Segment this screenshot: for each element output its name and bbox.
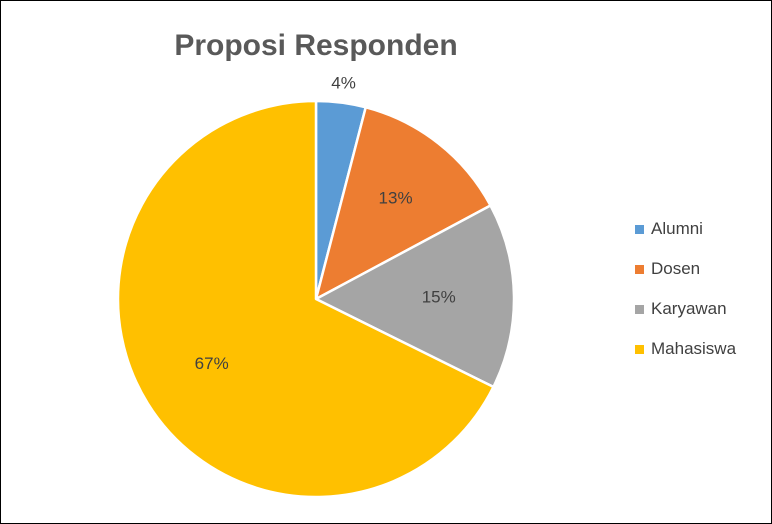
- data-labels: 4% 13% 15% 67%: [195, 73, 456, 373]
- data-label-mahasiswa: 67%: [195, 354, 229, 373]
- pie-slice-karyawan: [314, 204, 516, 389]
- legend-item-alumni: Alumni: [635, 219, 736, 239]
- legend: Alumni Dosen Karyawan Mahasiswa: [635, 219, 736, 379]
- legend-swatch-dosen: [635, 264, 644, 274]
- pie-slices: [116, 99, 516, 499]
- legend-swatch-karyawan: [635, 304, 644, 314]
- legend-label-karyawan: Karyawan: [651, 299, 727, 318]
- legend-label-alumni: Alumni: [651, 219, 703, 238]
- data-label-alumni: 4%: [331, 73, 356, 92]
- data-label-karyawan: 15%: [422, 288, 456, 307]
- legend-item-mahasiswa: Mahasiswa: [635, 339, 736, 359]
- legend-swatch-mahasiswa: [635, 344, 644, 354]
- legend-label-dosen: Dosen: [651, 259, 701, 278]
- legend-item-dosen: Dosen: [635, 259, 736, 279]
- chart-title: Proposi Responden: [174, 29, 458, 62]
- pie-slice-dosen: [314, 106, 492, 301]
- data-label-dosen: 13%: [379, 188, 413, 207]
- pie-slice-mahasiswa: [116, 99, 495, 499]
- legend-label-mahasiswa: Mahasiswa: [651, 339, 737, 358]
- legend-item-karyawan: Karyawan: [635, 299, 736, 319]
- legend-swatch-alumni: [635, 224, 644, 234]
